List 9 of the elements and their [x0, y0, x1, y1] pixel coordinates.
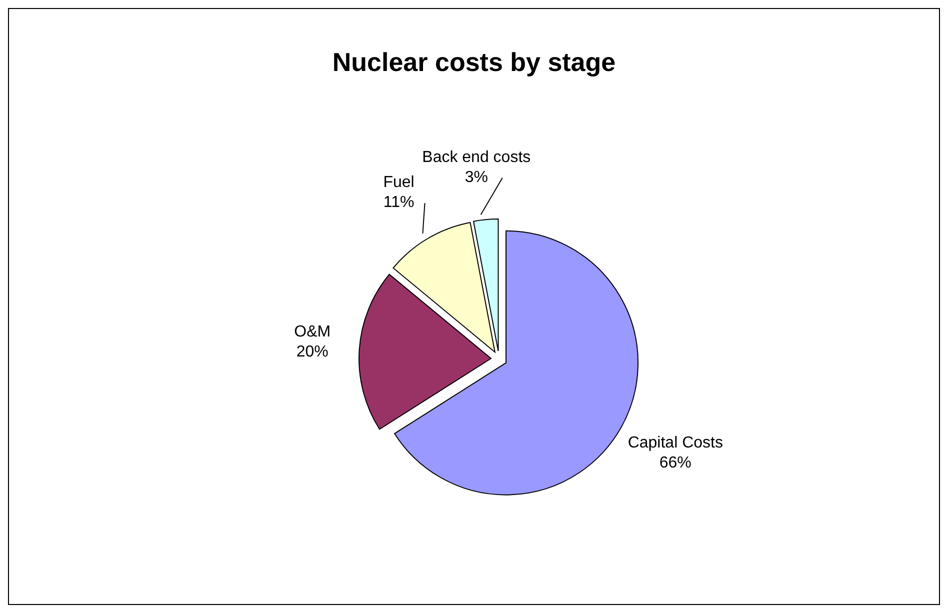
slice-label: Fuel	[383, 174, 414, 192]
chart-title: Nuclear costs by stage	[331, 47, 617, 78]
data-label: 11%	[383, 194, 414, 212]
slice-label: O&M	[294, 324, 331, 341]
data-label: 20%	[296, 344, 328, 361]
data-label: 66%	[659, 454, 692, 472]
data-label: 3%	[464, 168, 488, 186]
slice-label: Back end costs	[422, 148, 531, 166]
slice-label: Capital Costs	[628, 434, 723, 452]
